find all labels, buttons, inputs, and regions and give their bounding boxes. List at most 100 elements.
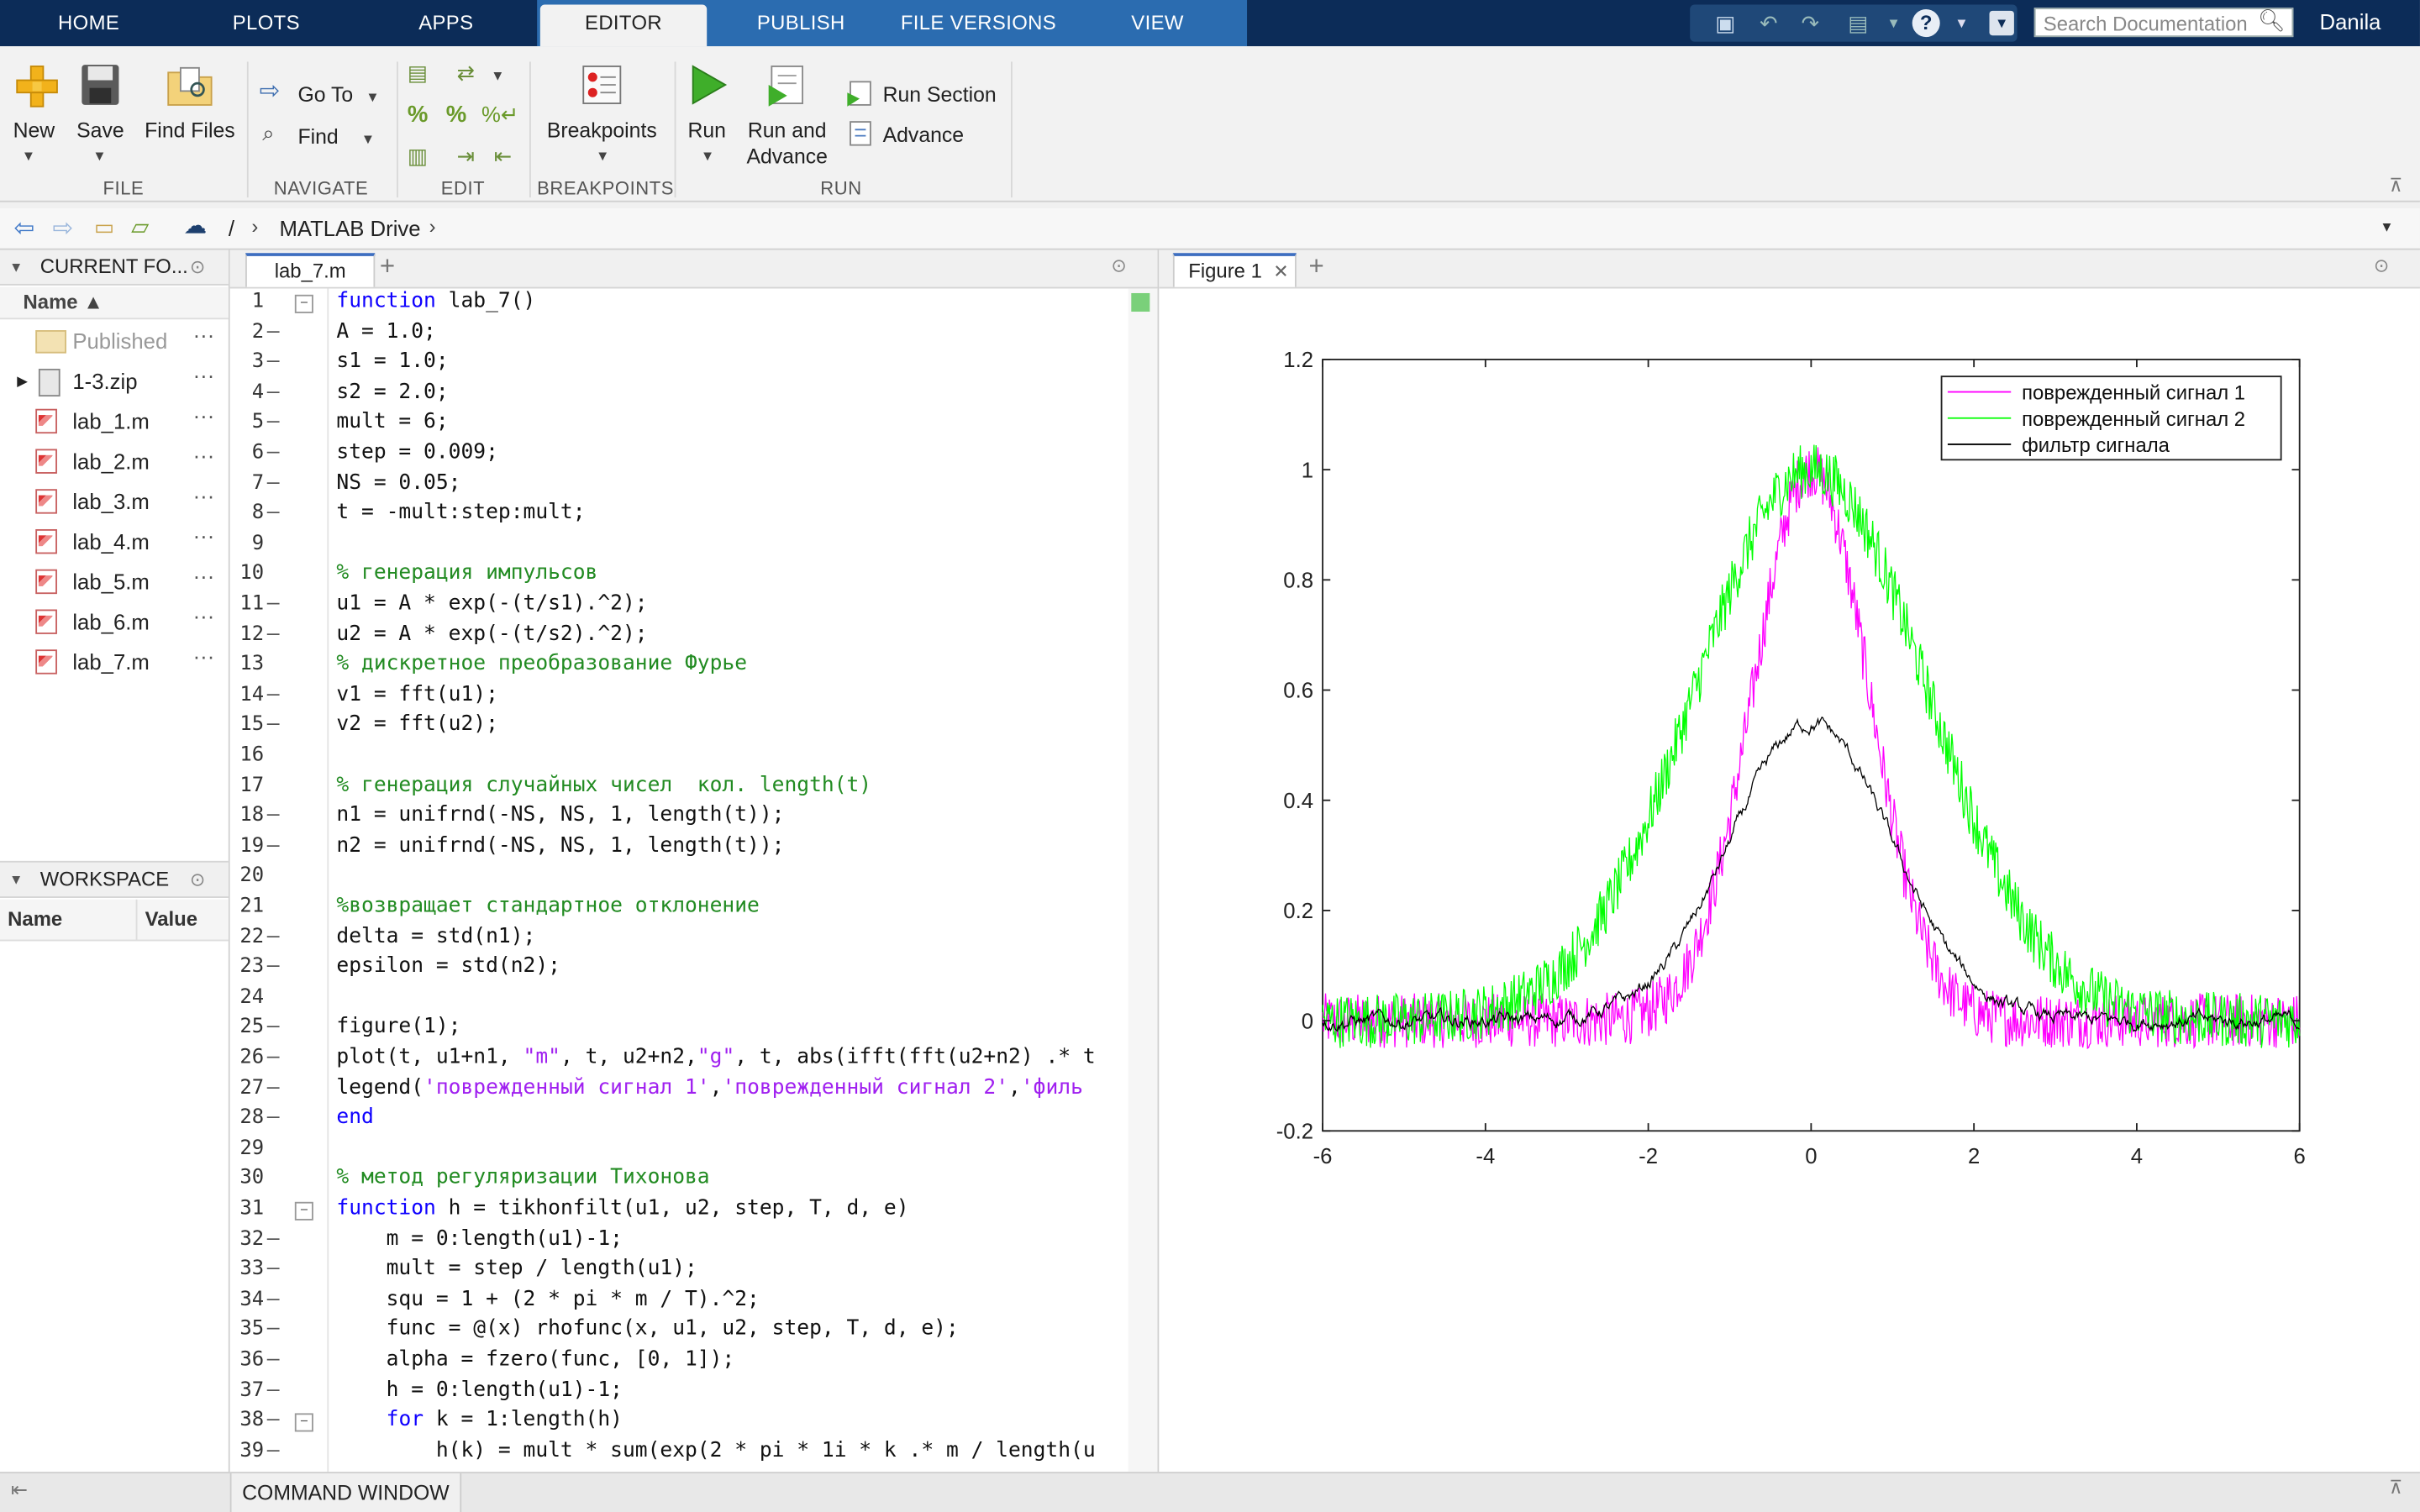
chevron-down-icon[interactable]: ▼ (21, 148, 36, 164)
file-item-lab-1[interactable]: lab_1.m ··· (0, 402, 229, 442)
indent-icon[interactable]: ▥ (407, 143, 429, 169)
chevron-down-icon[interactable]: ▼ (1886, 15, 1901, 31)
go-to-icon[interactable]: ⇨ (259, 78, 281, 105)
code-line[interactable]: 34– squ = 1 + (2 * pi * m / T).^2; (230, 1285, 1158, 1315)
chevron-down-icon[interactable]: ▼ (1954, 15, 1969, 31)
file-item-lab-5[interactable]: lab_5.m ··· (0, 562, 229, 602)
code-line[interactable]: 12– u2 = A * exp(-(t/s2).^2); (230, 620, 1158, 650)
advance-button[interactable]: Advance (882, 123, 965, 147)
go-to-button[interactable]: Go To (297, 83, 354, 107)
increase-indent-icon[interactable]: ⇥ (456, 143, 476, 169)
save-icon[interactable]: ▣ (1715, 10, 1736, 36)
browse-folder-icon[interactable]: ▱ (131, 214, 150, 241)
breakpoint-gutter[interactable]: – (266, 411, 280, 434)
folder-item-published[interactable]: Published ··· (0, 321, 229, 361)
chevron-down-icon[interactable]: ▼ (366, 89, 380, 105)
figure-chart[interactable]: -6 -4 -2 0 2 4 6 -0.2 0 0.2 0.4 0.6 0.8 1 1.2 поврежде… (1159, 288, 2420, 1472)
breakpoint-gutter[interactable]: – (266, 1257, 280, 1281)
code-line[interactable]: 3– s1 = 1.0; (230, 348, 1158, 378)
code-line[interactable]: 6– step = 0.009; (230, 438, 1158, 469)
editor-tab-lab-7[interactable]: lab_7.m (245, 253, 376, 287)
code-line[interactable]: 15– v2 = fft(u2); (230, 711, 1158, 741)
breakpoint-gutter[interactable]: – (266, 1016, 280, 1039)
expand-triangle-icon[interactable]: ▶ (17, 373, 28, 389)
breakpoint-gutter[interactable]: – (266, 350, 280, 374)
more-options-icon[interactable]: ··· (192, 322, 215, 348)
code-line[interactable]: 30 % метод регуляризации Тихонова (230, 1164, 1158, 1194)
tab-home[interactable]: HOME (58, 10, 120, 34)
code-line[interactable]: 2– A = 1.0; (230, 318, 1158, 348)
chevron-down-icon[interactable]: ▼ (491, 67, 505, 84)
search-documentation-input[interactable]: Search Documentation (2033, 8, 2294, 38)
more-options-icon[interactable]: ··· (192, 563, 215, 588)
column-header-name[interactable]: Name (8, 906, 63, 931)
decrease-indent-icon[interactable]: ⇤ (493, 143, 513, 169)
code-line[interactable]: 5– mult = 6; (230, 408, 1158, 438)
code-line[interactable]: 18– n1 = unifrnd(-NS, NS, 1, length(t)); (230, 801, 1158, 832)
code-line[interactable]: 17 % генерация случайных чисел кол. lengt… (230, 771, 1158, 801)
breakpoint-gutter[interactable]: – (266, 955, 280, 979)
breakpoint-gutter[interactable]: – (266, 1348, 280, 1372)
breakpoint-gutter[interactable]: – (266, 1046, 280, 1069)
panel-actions-icon[interactable]: ⊙ (2373, 255, 2390, 276)
insert-section-icon[interactable]: ▤ (407, 60, 429, 86)
run-section-icon[interactable] (846, 81, 874, 108)
code-line[interactable]: 24 (230, 983, 1158, 1013)
more-options-icon[interactable]: ··· (192, 482, 215, 508)
breakpoint-gutter[interactable]: – (266, 592, 280, 616)
breakpoint-gutter[interactable]: – (266, 441, 280, 465)
chevron-down-icon[interactable]: ▼ (2380, 218, 2394, 235)
help-icon[interactable]: ? (1912, 9, 1940, 38)
code-line[interactable]: 22– delta = std(n1); (230, 922, 1158, 953)
tab-view[interactable]: VIEW (1131, 10, 1184, 34)
column-header-name[interactable]: Name ▲ (0, 286, 229, 320)
panel-actions-icon[interactable]: ⊙ (189, 255, 206, 278)
more-options-icon[interactable]: ··· (192, 443, 215, 468)
breakpoint-gutter[interactable]: – (266, 804, 280, 827)
code-line[interactable]: 33– mult = step / length(u1); (230, 1255, 1158, 1285)
chevron-down-icon[interactable]: ▼ (595, 148, 610, 164)
figure-tab-1[interactable]: Figure 1 ✕ (1172, 253, 1297, 287)
tab-editor[interactable]: EDITOR (539, 4, 708, 47)
breakpoint-gutter[interactable]: – (266, 1288, 280, 1311)
code-analyzer-status-icon[interactable] (1131, 292, 1150, 312)
new-button[interactable]: New (13, 118, 55, 142)
chevron-down-icon[interactable]: ▼ (700, 148, 715, 164)
code-line[interactable]: 11– u1 = A * exp(-(t/s1).^2); (230, 590, 1158, 620)
tab-plots[interactable]: PLOTS (232, 10, 300, 34)
code-line[interactable]: 1 function lab_7() (230, 287, 1158, 318)
breakpoints-button[interactable]: Breakpoints (546, 118, 657, 142)
fold-toggle-icon[interactable]: − (294, 1201, 313, 1221)
find-magnifier-icon[interactable]: ⌕ (262, 120, 275, 145)
run-button[interactable]: Run (687, 118, 726, 142)
code-line[interactable]: 37– h = 0:length(u1)-1; (230, 1376, 1158, 1406)
breakpoint-gutter[interactable]: – (266, 622, 280, 646)
breakpoint-gutter[interactable]: – (266, 471, 280, 495)
breakpoint-gutter[interactable]: – (266, 320, 280, 344)
column-header-value[interactable]: Value (145, 906, 198, 931)
file-item-lab-4[interactable]: lab_4.m ··· (0, 522, 229, 562)
breakpoint-gutter[interactable]: – (266, 1409, 280, 1432)
breakpoint-gutter[interactable]: – (266, 501, 280, 525)
chevron-down-icon[interactable]: ▼ (92, 148, 107, 164)
smart-indent-icon[interactable]: ⇄ (456, 60, 476, 86)
panel-actions-icon[interactable]: ⊙ (1111, 255, 1127, 276)
code-line[interactable]: 23– epsilon = std(n2); (230, 953, 1158, 983)
code-line[interactable]: 20 (230, 862, 1158, 892)
collapse-triangle-icon[interactable]: ▼ (9, 871, 24, 888)
run-section-button[interactable]: Run Section (882, 83, 997, 107)
more-options-icon[interactable]: ··· (192, 362, 215, 388)
tab-apps[interactable]: APPS (418, 10, 474, 34)
code-line[interactable]: 13 % дискретное преобразование Фурье (230, 650, 1158, 680)
breakpoint-gutter[interactable]: – (266, 713, 280, 737)
uncomment-icon[interactable]: % (445, 102, 467, 129)
comment-icon[interactable]: % (407, 102, 429, 129)
code-line[interactable]: 31 function h = tikhonfilt(u1, u2, step, … (230, 1194, 1158, 1225)
new-tab-plus-icon[interactable]: + (379, 251, 396, 281)
code-line[interactable]: 9 (230, 529, 1158, 559)
collapse-toolstrip-icon[interactable]: ⊼ (2389, 174, 2403, 197)
code-line[interactable]: 26– plot(t, u1+n1, "m", t, u2+n2,"g", t, … (230, 1043, 1158, 1074)
breakpoint-gutter[interactable]: – (266, 1076, 280, 1100)
expand-up-icon[interactable]: ⊼ (2389, 1476, 2403, 1499)
file-item-lab-7[interactable]: lab_7.m ··· (0, 642, 229, 682)
